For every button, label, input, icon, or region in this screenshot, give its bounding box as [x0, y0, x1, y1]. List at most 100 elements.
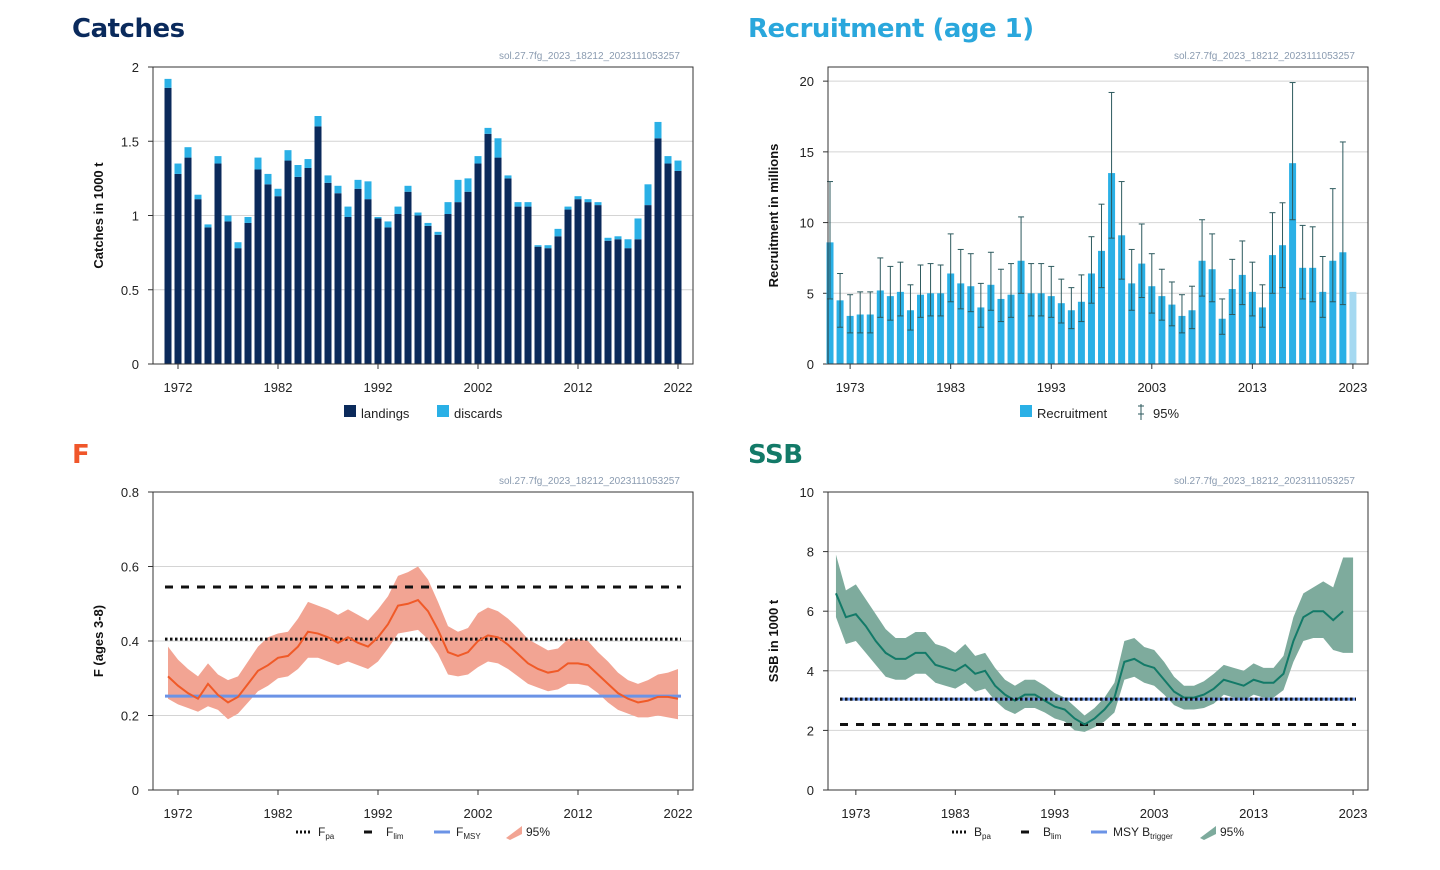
x-tick-label-catches: 1972	[164, 380, 193, 395]
bar-landings	[484, 133, 492, 364]
x-tick-label-ssb: 2013	[1239, 806, 1268, 821]
bar-landings	[644, 205, 652, 364]
bar-landings	[604, 240, 612, 364]
y-axis-label-f: F (ages 3-8)	[91, 605, 106, 677]
bar-landings	[424, 225, 432, 364]
bar-discards	[334, 185, 342, 194]
stock-code-recruitment: sol.27.7fg_2023_18212_2023111053257	[1174, 51, 1355, 62]
bar-recruitment	[906, 310, 914, 364]
bar-landings	[234, 248, 242, 364]
bar-recruitment	[1087, 273, 1095, 364]
x-tick-label-f: 1992	[364, 806, 393, 821]
bar-discards	[644, 184, 652, 206]
panel-catches: Catches sol.27.7fg_2023_18212_2023111053…	[72, 14, 772, 434]
x-tick-label-f: 1982	[264, 806, 293, 821]
bar-landings	[514, 206, 522, 364]
y-tick-label-catches: 2	[132, 60, 139, 75]
bar-landings	[284, 160, 292, 364]
y-tick-label-catches: 1.5	[121, 134, 139, 149]
bar-landings	[564, 209, 572, 364]
bar-recruitment	[886, 296, 894, 364]
bar-discards	[424, 222, 432, 226]
series-line-f	[167, 598, 679, 704]
bar-landings	[324, 182, 332, 364]
bar-recruitment	[1268, 255, 1276, 364]
bar-discards	[584, 199, 592, 203]
bar-recruitment	[1299, 267, 1307, 364]
panel-ssb: SSB sol.27.7fg_2023_18212_2023111053257	[748, 440, 1440, 860]
x-tick-label-ssb: 1973	[841, 806, 870, 821]
bar-landings	[224, 221, 232, 364]
bar-discards	[624, 239, 632, 249]
bar-landings	[304, 167, 312, 364]
plot-frame-f	[152, 491, 694, 791]
bar-landings	[274, 196, 282, 364]
bar-discards	[674, 160, 682, 171]
bar-recruitment	[836, 300, 844, 364]
x-tick-label-recruitment: 1973	[836, 380, 865, 395]
y-tick-label-f: 0.4	[121, 634, 139, 649]
bar-landings	[654, 138, 662, 364]
y-tick-label-f: 0	[132, 783, 139, 798]
bar-landings	[574, 199, 582, 364]
confidence-band-f	[168, 566, 678, 720]
bar-recruitment	[967, 286, 975, 364]
bar-recruitment	[1077, 301, 1085, 364]
bar-recruitment	[1258, 307, 1266, 364]
legend-swatch-band	[1200, 826, 1216, 840]
y-tick-label-ssb: 6	[807, 604, 814, 619]
bar-discards	[504, 175, 512, 179]
bar-discards	[364, 181, 372, 200]
bar-discards	[544, 245, 552, 249]
legend-label-recruitment: Recruitment	[1037, 406, 1107, 421]
bar-discards	[494, 138, 502, 158]
panel-recruitment: Recruitment (age 1) sol.27.7fg_2023_1821…	[748, 14, 1440, 434]
bar-landings	[664, 163, 672, 364]
legend-label-95: 95%	[526, 825, 550, 839]
y-axis-label-catches: Catches in 1000 t	[91, 162, 106, 269]
bar-recruitment	[1309, 267, 1317, 364]
y-tick-label-ssb: 2	[807, 723, 814, 738]
chart-catches-plot: 0 0.5 1 1.5 2 1972 1982 1992 2002 2012 2022 Catches…	[91, 60, 694, 421]
bar-discards	[324, 175, 332, 183]
bar-landings	[414, 215, 422, 364]
y-tick-label-recruitment: 20	[800, 74, 814, 89]
bar-recruitment	[1178, 315, 1186, 364]
bar-discards	[564, 206, 572, 210]
bar-landings	[394, 214, 402, 364]
x-tick-label-f: 2022	[664, 806, 693, 821]
bar-discards	[184, 147, 192, 158]
bar-landings	[464, 191, 472, 364]
bar-recruitment	[1017, 260, 1025, 364]
x-tick-label-recruitment: 2013	[1238, 380, 1267, 395]
bar-discards	[594, 202, 602, 206]
bar-recruitment	[1349, 291, 1357, 364]
bar-landings	[364, 199, 372, 364]
bar-landings	[244, 222, 252, 364]
bar-landings	[354, 188, 362, 364]
bar-landings	[294, 176, 302, 364]
bar-discards	[274, 188, 282, 197]
bar-recruitment	[1118, 235, 1126, 364]
legend-swatch-landings	[344, 405, 356, 417]
bar-landings	[614, 239, 622, 364]
plot-frame-catches	[152, 66, 694, 365]
y-axis-label-ssb: SSB in 1000 t	[766, 599, 781, 682]
bar-recruitment	[896, 291, 904, 364]
x-tick-label-recruitment: 2023	[1338, 380, 1367, 395]
bar-landings	[624, 248, 632, 364]
bar-discards	[434, 231, 442, 235]
bar-discards	[554, 228, 562, 237]
legend-swatch-recruitment	[1020, 405, 1032, 417]
bar-landings	[474, 163, 482, 364]
bar-landings	[344, 216, 352, 364]
bar-landings	[204, 227, 212, 364]
x-tick-label-ssb: 2023	[1339, 806, 1368, 821]
bar-recruitment	[1279, 245, 1287, 364]
bar-landings	[524, 206, 532, 364]
bar-discards	[444, 202, 452, 215]
bar-discards	[464, 178, 472, 192]
bar-discards	[264, 173, 272, 185]
bar-recruitment	[1248, 291, 1256, 364]
y-tick-label-recruitment: 10	[800, 216, 814, 231]
